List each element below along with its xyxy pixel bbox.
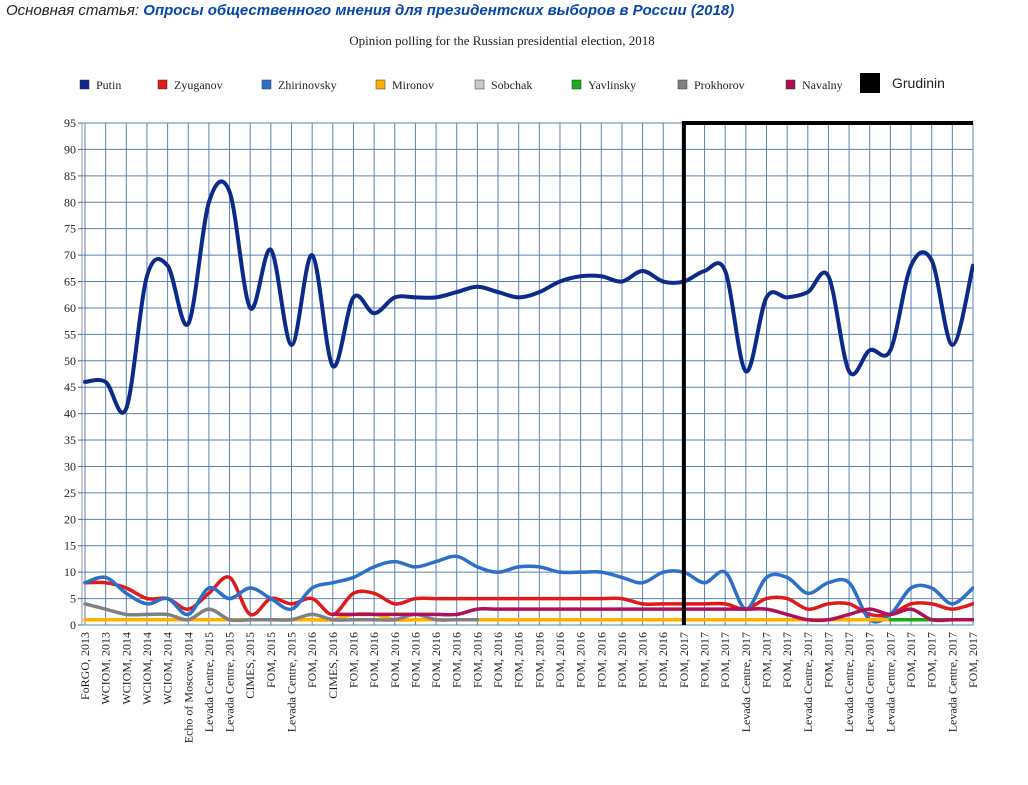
series-group: [83, 179, 974, 624]
legend-label: Zhirinovsky: [278, 78, 337, 92]
y-tick-label: 35: [64, 433, 76, 447]
x-tick-label: FOM, 2016: [450, 632, 464, 688]
y-tick-label: 20: [64, 512, 76, 526]
x-tick-label: Levada Centre, 2017: [863, 632, 877, 732]
y-tick-label: 10: [64, 565, 76, 579]
x-tick-label: FOM, 2016: [574, 632, 588, 688]
legend-label: Zyuganov: [174, 78, 223, 92]
legend-swatch: [571, 79, 582, 90]
x-tick-label: Levada Centre, 2017: [801, 632, 815, 732]
y-tick-label: 55: [64, 327, 76, 341]
x-tick-label: Levada Centre, 2015: [202, 632, 216, 732]
x-tick-label: WCIOM, 2014: [161, 632, 175, 705]
legend-label: Sobchak: [491, 78, 532, 92]
x-tick-label: FOM, 2016: [636, 632, 650, 688]
legend-label: Putin: [96, 78, 121, 92]
x-tick-label: CIMES, 2016: [326, 632, 340, 699]
header: Основная статья: Опросы общественного мн…: [6, 2, 734, 19]
x-tick-label: FOM, 2016: [656, 632, 670, 688]
x-tick-label: FOM, 2017: [821, 632, 835, 688]
y-tick-label: 70: [64, 248, 76, 262]
y-tick-label: 75: [64, 222, 76, 236]
y-tick-label: 15: [64, 539, 76, 553]
x-tick-label: Levada Centre, 2017: [842, 632, 856, 732]
x-tick-label: FOM, 2017: [780, 632, 794, 688]
x-tick-label: Echo of Moscow, 2014: [181, 632, 195, 743]
plot-area: [81, 122, 974, 626]
x-tick-label: FOM, 2017: [718, 632, 732, 688]
legend-swatch: [860, 73, 880, 93]
x-tick-label: FOM, 2017: [698, 632, 712, 688]
x-tick-label: FOM, 2015: [264, 632, 278, 688]
legend-swatch: [79, 79, 90, 90]
y-tick-label: 95: [64, 116, 76, 130]
x-tick-label: FOM, 2016: [429, 632, 443, 688]
annotation-box: [681, 121, 973, 625]
y-tick-label: 50: [64, 354, 76, 368]
x-tick-label: WCIOM, 2013: [99, 632, 113, 705]
legend-label: Mironov: [392, 78, 434, 92]
series-line: [331, 607, 974, 623]
legend-label: Navalny: [802, 78, 843, 92]
series-line: [83, 554, 974, 624]
x-tick-label: FOM, 2016: [615, 632, 629, 688]
y-tick-label: 60: [64, 301, 76, 315]
y-tick-label: 80: [64, 195, 76, 209]
header-label: Основная статья:: [6, 2, 140, 19]
x-tick-label: FOM, 2016: [532, 632, 546, 688]
x-tick-label: FOM, 2017: [759, 632, 773, 688]
legend-label: Yavlinsky: [588, 78, 636, 92]
y-tick-label: 65: [64, 275, 76, 289]
legend-swatch: [157, 79, 168, 90]
y-tick-label: 30: [64, 459, 76, 473]
y-tick-label: 40: [64, 407, 76, 421]
x-tick-label: FOM, 2016: [367, 632, 381, 688]
legend-swatch: [785, 79, 796, 90]
x-tick-label: FOM, 2016: [512, 632, 526, 688]
x-tick-label: FOM, 2016: [553, 632, 567, 688]
legend-label: Grudinin: [892, 75, 945, 91]
x-tick-label: Levada Centre, 2017: [739, 632, 753, 732]
legend-swatch: [261, 79, 272, 90]
y-tick-label: 85: [64, 169, 76, 183]
x-tick-label: CIMES, 2015: [243, 632, 257, 699]
y-tick-label: 25: [64, 486, 76, 500]
x-tick-label: FoRGO, 2013: [78, 632, 92, 700]
y-tick-label: 5: [70, 592, 76, 606]
series-line: [83, 575, 974, 618]
y-tick-label: 0: [70, 618, 76, 632]
x-tick-label: Levada Centre, 2015: [285, 632, 299, 732]
x-tick-label: Levada Centre, 2015: [223, 632, 237, 732]
x-tick-label: WCIOM, 2014: [140, 632, 154, 705]
legend-swatch: [375, 79, 386, 90]
y-tick-label: 90: [64, 142, 76, 156]
x-tick-label: FOM, 2016: [594, 632, 608, 688]
x-tick-label: FOM, 2016: [408, 632, 422, 688]
x-tick-label: Levada Centre, 2017: [945, 632, 959, 732]
x-tick-label: FOM, 2017: [925, 632, 939, 688]
legend-swatch: [677, 79, 688, 90]
y-tick-label: 45: [64, 380, 76, 394]
x-tick-label: FOM, 2016: [388, 632, 402, 688]
x-tick-label: FOM, 2016: [346, 632, 360, 688]
legend-swatch: [474, 79, 485, 90]
x-tick-label: WCIOM, 2014: [119, 632, 133, 705]
x-tick-label: FOM, 2017: [966, 632, 980, 688]
legend-label: Prokhorov: [694, 78, 745, 92]
x-tick-label: FOM, 2016: [470, 632, 484, 688]
header-link[interactable]: Опросы общественного мнения для президен…: [143, 2, 735, 19]
x-tick-label: FOM, 2017: [677, 632, 691, 688]
x-tick-label: Levada Centre, 2017: [883, 632, 897, 732]
chart-title: Opinion polling for the Russian presiden…: [349, 33, 654, 48]
series-line: [83, 179, 974, 415]
x-tick-label: FOM, 2016: [491, 632, 505, 688]
x-tick-label: FOM, 2017: [904, 632, 918, 688]
x-tick-label: FOM, 2016: [305, 632, 319, 688]
